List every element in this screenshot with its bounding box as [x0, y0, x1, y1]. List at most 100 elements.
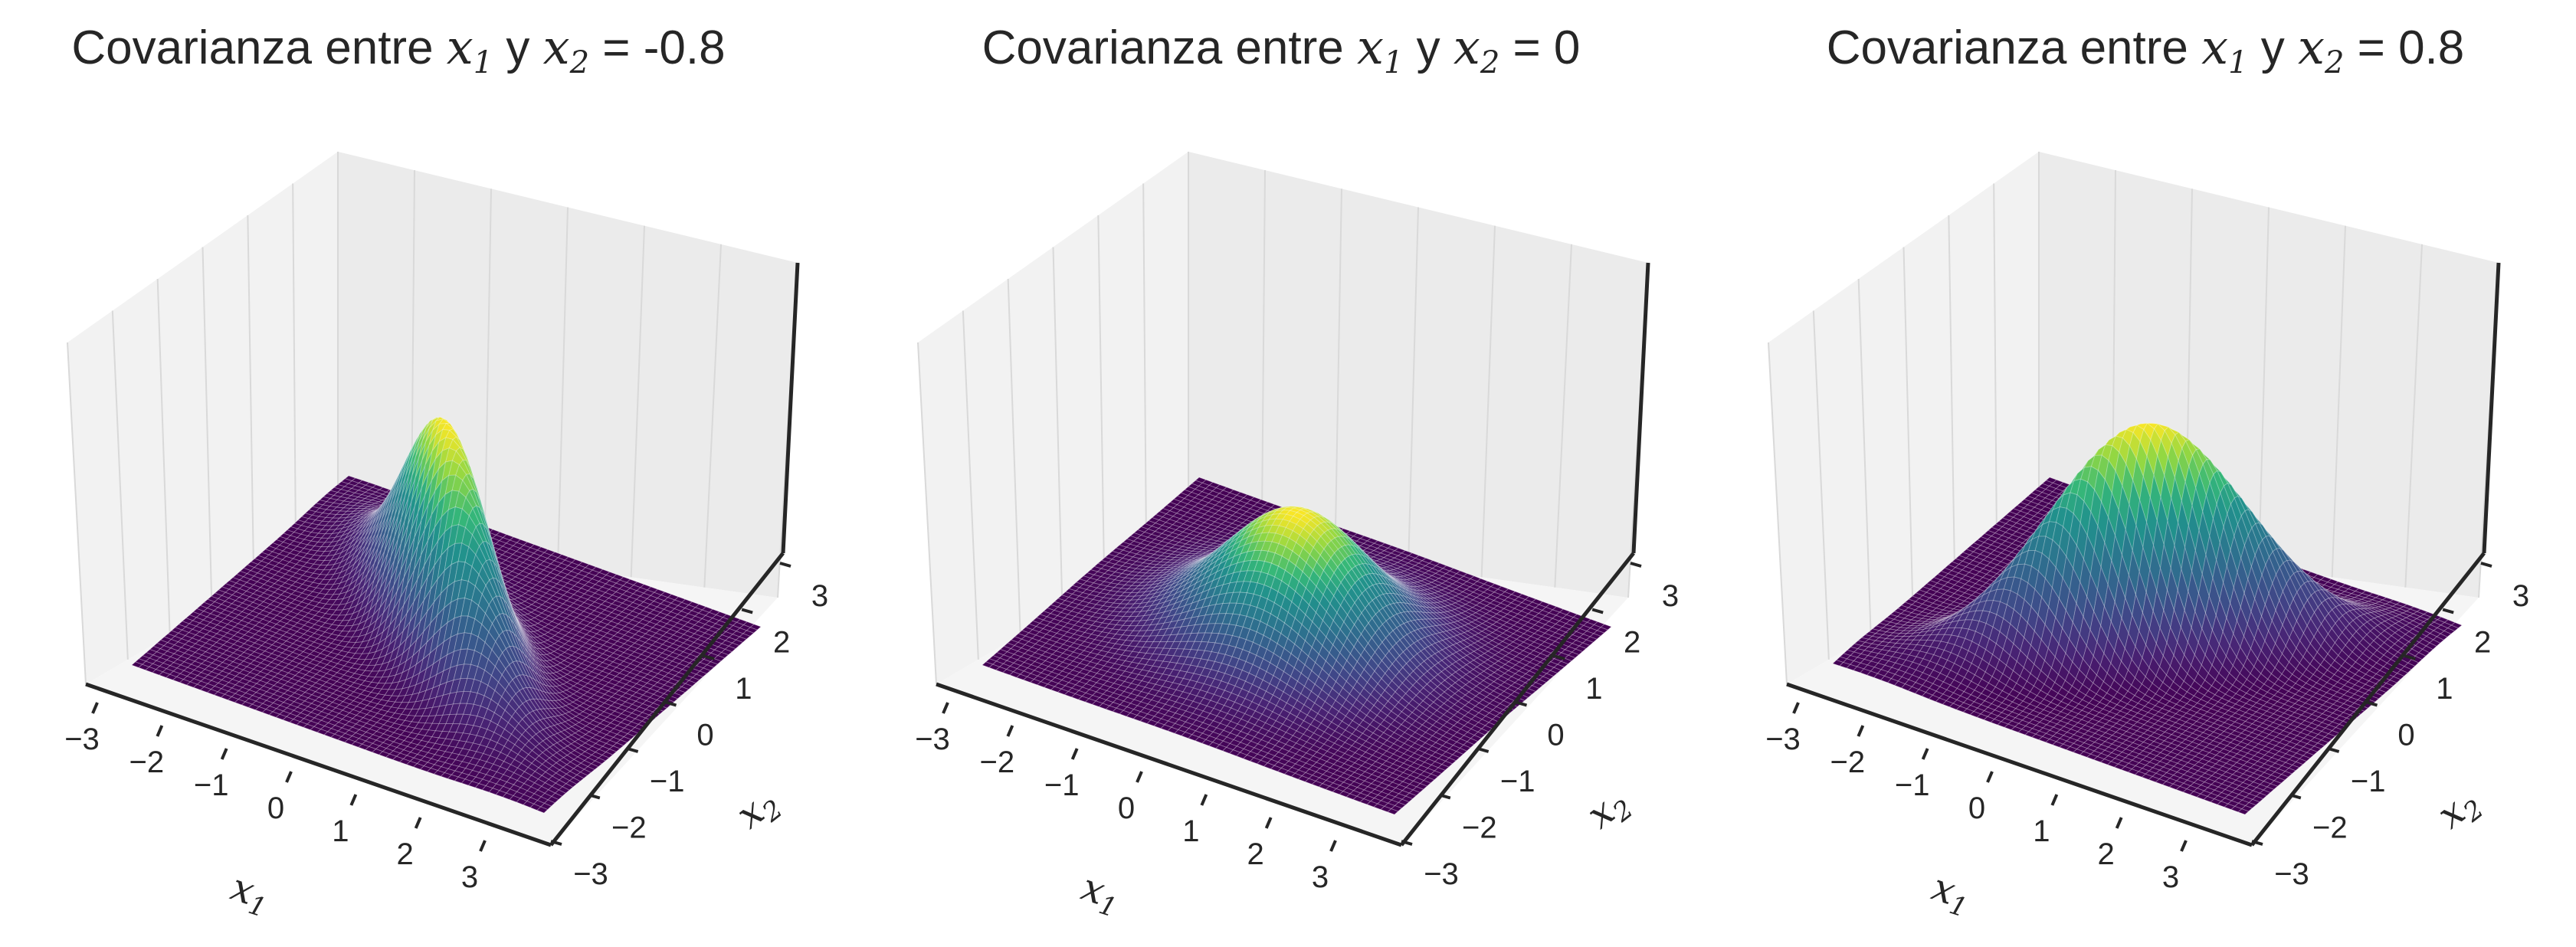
x2-tick — [741, 608, 753, 614]
x1-axis-line — [85, 682, 552, 847]
x2-tick-label: −3 — [573, 857, 608, 891]
x2-tick — [2404, 654, 2416, 660]
x2-tick — [2251, 840, 2263, 846]
x2-tick — [664, 700, 677, 707]
x1-tick — [2180, 840, 2188, 852]
x2-tick — [588, 793, 601, 800]
x2-tick — [550, 840, 562, 846]
x1-tick — [1792, 702, 1800, 714]
x1-tick-label: −3 — [64, 723, 100, 756]
x2-tick — [2365, 700, 2378, 707]
x1-tick-label: 1 — [332, 814, 349, 848]
x2-tick-label: 1 — [1585, 672, 1602, 706]
x1-tick — [1264, 817, 1273, 829]
surface-panel-cov-zero: Covarianza entre x1 y x2 = 0 −3−2−10123−… — [915, 19, 1679, 924]
x2-tick — [1439, 793, 1451, 800]
x2-axis-label: x2 — [2429, 778, 2489, 841]
x1-tick — [156, 725, 164, 737]
x2-axis-label: x2 — [1578, 778, 1639, 841]
pane-grid — [67, 152, 798, 685]
x1-tick-label: 3 — [1312, 860, 1329, 894]
x1-tick — [285, 771, 293, 783]
x1-tick-label: 2 — [1247, 837, 1264, 871]
panel-title: Covarianza entre x1 y x2 = -0.8 — [71, 19, 725, 80]
x1-tick-label: −2 — [1830, 745, 1866, 779]
x1-tick — [1857, 725, 1865, 737]
x2-tick — [2442, 608, 2454, 614]
surface-panel-cov-pos: Covarianza entre x1 y x2 = 0.8 −3−2−1012… — [1765, 19, 2529, 924]
x1-tick — [1921, 748, 1929, 760]
x2-tick — [1515, 700, 1528, 707]
x1-tick-label: −3 — [915, 723, 950, 756]
x1-axis-label: x1 — [1074, 865, 1126, 924]
x2-tick — [627, 747, 639, 753]
x1-tick-label: 2 — [2098, 837, 2115, 871]
pane-grid — [917, 152, 1649, 685]
x2-tick-label: −2 — [2312, 811, 2348, 845]
x1-tick-label: 0 — [1968, 791, 1985, 825]
x1-tick-label: −2 — [129, 745, 165, 779]
x1-tick-label: 2 — [397, 837, 414, 871]
z-axis-line — [2482, 262, 2501, 554]
x2-tick-label: 0 — [1547, 719, 1564, 752]
x1-tick-label: 0 — [1118, 791, 1135, 825]
x1-tick-label: 3 — [2162, 860, 2179, 894]
x1-tick — [2115, 817, 2123, 829]
x1-tick — [1136, 771, 1143, 783]
x2-tick — [2480, 562, 2492, 568]
x1-tick — [220, 748, 228, 760]
x1-tick — [91, 702, 99, 714]
x1-tick-label: −3 — [1765, 723, 1801, 756]
x2-tick-label: 2 — [2474, 626, 2491, 660]
x1-tick — [942, 702, 949, 714]
panel-title: Covarianza entre x1 y x2 = 0.8 — [1827, 19, 2465, 80]
density-surface — [1832, 422, 2463, 815]
x2-tick-label: 0 — [2397, 719, 2414, 752]
surface-panel-cov-neg: Covarianza entre x1 y x2 = -0.8 −3−2−101… — [64, 19, 828, 924]
x1-tick — [349, 794, 358, 806]
x1-tick-label: −1 — [1895, 768, 1930, 802]
x2-tick — [2328, 747, 2340, 753]
x1-axis-line — [936, 682, 1402, 847]
x1-tick-label: −1 — [194, 768, 229, 802]
x1-axis-line — [1786, 682, 2253, 847]
x2-tick — [779, 562, 791, 568]
x1-tick-label: 1 — [2033, 814, 2050, 848]
z-axis-line — [1631, 262, 1650, 554]
x1-tick — [414, 817, 422, 829]
panel-title: Covarianza entre x1 y x2 = 0 — [982, 19, 1581, 80]
x1-tick — [1070, 748, 1079, 760]
x1-tick — [2050, 794, 2059, 806]
x2-tick-label: 0 — [696, 719, 713, 752]
x2-tick-label: 2 — [1624, 626, 1640, 660]
x1-tick-label: 3 — [461, 860, 478, 894]
x1-axis-label: x1 — [1925, 865, 1976, 924]
x2-tick-label: −2 — [1462, 811, 1497, 845]
x1-axis-label: x1 — [224, 865, 275, 924]
x1-tick-label: 1 — [1182, 814, 1199, 848]
x2-tick — [1401, 840, 1413, 846]
z-axis-line — [781, 262, 800, 554]
x2-tick-label: 3 — [811, 579, 828, 613]
x2-tick-label: −1 — [650, 765, 685, 798]
x1-tick — [1200, 794, 1208, 806]
x2-tick — [1630, 562, 1642, 568]
x2-tick-label: 3 — [2512, 579, 2529, 613]
x2-tick-label: 1 — [2436, 672, 2453, 706]
x2-tick-label: −1 — [1500, 765, 1535, 798]
x2-tick — [1591, 608, 1604, 614]
x2-tick — [1553, 654, 1565, 660]
x1-tick — [1006, 725, 1014, 737]
x1-tick — [1329, 840, 1337, 852]
x2-tick — [2289, 793, 2302, 800]
x2-tick-label: −1 — [2351, 765, 2386, 798]
density-surface — [131, 416, 762, 814]
x1-tick-label: −2 — [980, 745, 1015, 779]
x2-tick-label: −2 — [611, 811, 647, 845]
x2-tick-label: 2 — [773, 626, 790, 660]
x1-tick-label: −1 — [1044, 768, 1080, 802]
